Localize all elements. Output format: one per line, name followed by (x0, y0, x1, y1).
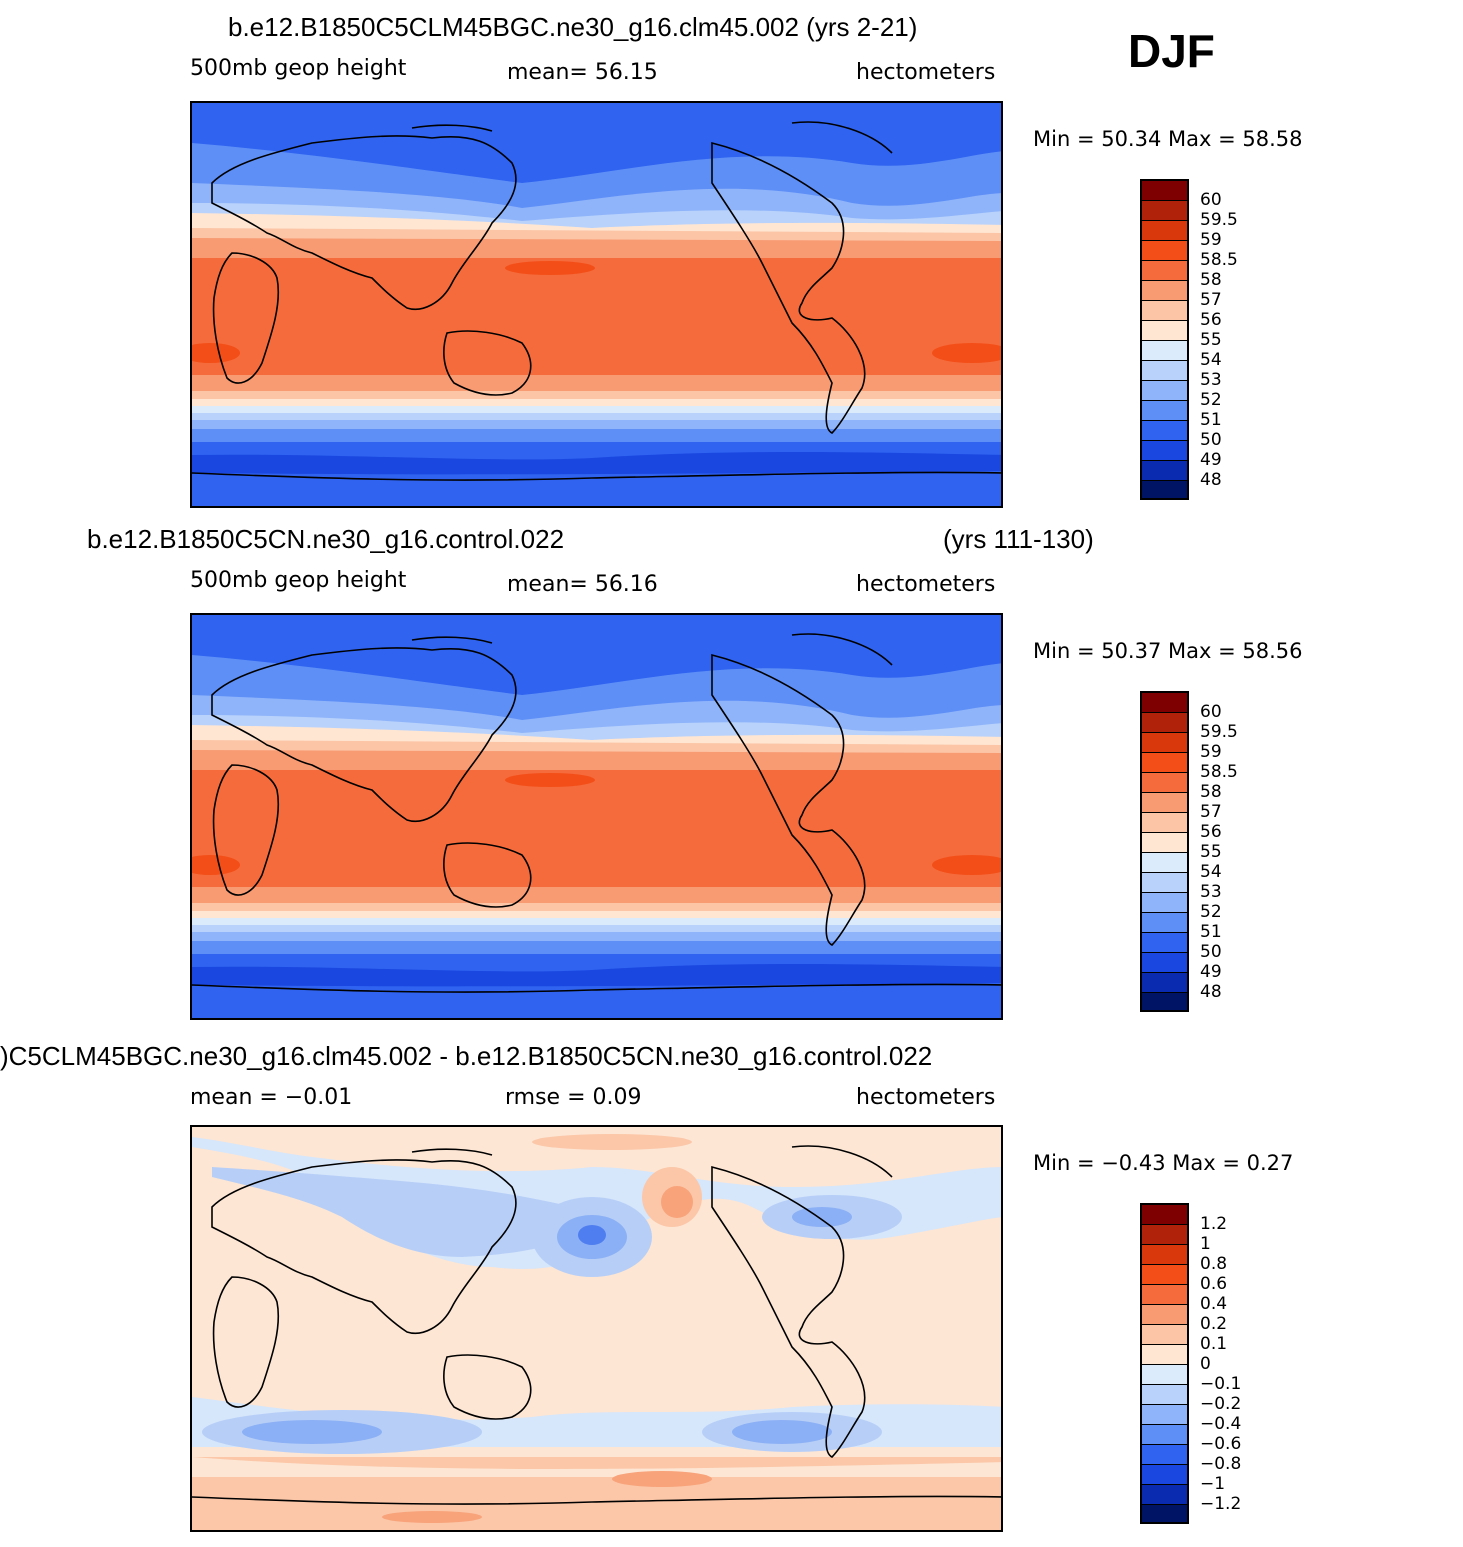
panel1-level: 55 (1200, 330, 1222, 350)
panel2-mean: mean= 56.16 (507, 572, 658, 597)
panel2-level: 48 (1200, 982, 1222, 1002)
panel1-colorbar (1140, 179, 1189, 500)
panel2-colorbar (1140, 691, 1189, 1012)
panel3-map (190, 1125, 1003, 1532)
panel3-level: 0.4 (1200, 1294, 1228, 1314)
panel3-level: 0.6 (1200, 1274, 1228, 1294)
panel1-level: 49 (1200, 450, 1222, 470)
panel1-level: 53 (1200, 370, 1222, 390)
panel3-level: −0.1 (1200, 1374, 1242, 1394)
coastlines (192, 121, 1001, 481)
panel1-mean: mean= 56.15 (507, 60, 658, 85)
panel2-level: 57 (1200, 802, 1222, 822)
panel3-level: 0 (1200, 1354, 1211, 1374)
panel3-rmse: rmse = 0.09 (505, 1085, 642, 1110)
panel2-map (190, 613, 1003, 1020)
season-label: DJF (1128, 25, 1215, 77)
panel1-level: 58 (1200, 270, 1222, 290)
panel3-units: hectometers (856, 1085, 996, 1110)
panel3-level: 0.8 (1200, 1254, 1228, 1274)
panel1-minmax: Min = 50.34 Max = 58.58 (1033, 127, 1303, 151)
panel2-title: b.e12.B1850C5CN.ne30_g16.control.022 (87, 524, 565, 554)
coastlines (192, 633, 1001, 993)
panel3-mean: mean = −0.01 (190, 1085, 353, 1110)
panel3-title: )C5CLM45BGC.ne30_g16.clm45.002 - b.e12.B… (0, 1041, 933, 1071)
panel3-level: −0.4 (1200, 1414, 1242, 1434)
panel2-level: 55 (1200, 842, 1222, 862)
panel3-level: 0.1 (1200, 1334, 1228, 1354)
panel2-level: 54 (1200, 862, 1222, 882)
panel2-units: hectometers (856, 572, 996, 597)
panel1-level: 58.5 (1200, 250, 1238, 270)
panel3-level: −0.2 (1200, 1394, 1242, 1414)
panel1-level: 54 (1200, 350, 1222, 370)
panel2-level: 49 (1200, 962, 1222, 982)
panel2-level: 59 (1200, 742, 1222, 762)
panel2-level: 53 (1200, 882, 1222, 902)
panel3-colorbar (1140, 1203, 1189, 1524)
panel1-level: 57 (1200, 290, 1222, 310)
panel1-title: b.e12.B1850C5CLM45BGC.ne30_g16.clm45.002… (228, 12, 918, 42)
panel2-level: 52 (1200, 902, 1222, 922)
panel3-level: 1.2 (1200, 1214, 1228, 1234)
coastlines (192, 1145, 1001, 1505)
panel3-level: −1 (1200, 1474, 1226, 1494)
panel2-level: 51 (1200, 922, 1222, 942)
panel1-level: 60 (1200, 190, 1222, 210)
panel1-level: 52 (1200, 390, 1222, 410)
panel3-level: −0.8 (1200, 1454, 1242, 1474)
panel1-level: 50 (1200, 430, 1222, 450)
panel3-level: −1.2 (1200, 1494, 1242, 1514)
panel1-level: 59.5 (1200, 210, 1238, 230)
panel1-level: 56 (1200, 310, 1222, 330)
panel1-level: 59 (1200, 230, 1222, 250)
panel1-field-label: 500mb geop height (190, 56, 407, 81)
panel2-level: 60 (1200, 702, 1222, 722)
panel1-level: 48 (1200, 470, 1222, 490)
panel1-units: hectometers (856, 60, 996, 85)
panel2-level: 59.5 (1200, 722, 1238, 742)
panel3-level: −0.6 (1200, 1434, 1242, 1454)
panel3-level: 1 (1200, 1234, 1211, 1254)
panel2-field-label: 500mb geop height (190, 568, 407, 593)
panel2-years: (yrs 111-130) (943, 524, 1094, 554)
panel2-minmax: Min = 50.37 Max = 58.56 (1033, 639, 1303, 663)
panel2-level: 58.5 (1200, 762, 1238, 782)
panel2-level: 58 (1200, 782, 1222, 802)
panel2-level: 56 (1200, 822, 1222, 842)
panel2-level: 50 (1200, 942, 1222, 962)
panel1-level: 51 (1200, 410, 1222, 430)
panel3-minmax: Min = −0.43 Max = 0.27 (1033, 1151, 1294, 1175)
panel3-level: 0.2 (1200, 1314, 1228, 1334)
panel1-map (190, 101, 1003, 508)
